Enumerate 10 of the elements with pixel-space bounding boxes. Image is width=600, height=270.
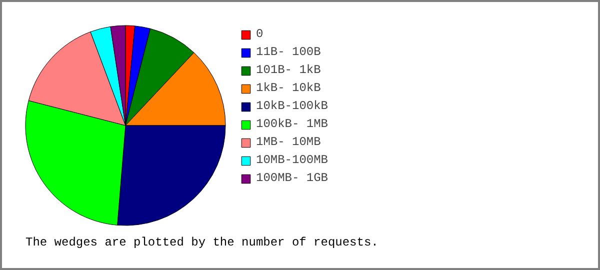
legend-label: 10MB-100MB [256,153,328,167]
legend-label: 0 [256,27,264,41]
legend-label: 10kB-100kB [256,99,328,113]
legend-label: 100kB- 1MB [256,117,328,131]
legend-label: 1MB- 10MB [256,135,321,149]
legend-label: 1kB- 10kB [256,81,321,95]
legend-label: 101B- 1kB [256,63,321,77]
legend-label: 100MB- 1GB [256,171,328,185]
text: The wedges are plotted by the number of requests. [26,236,378,250]
legend-label: 11B- 100B [256,45,321,59]
